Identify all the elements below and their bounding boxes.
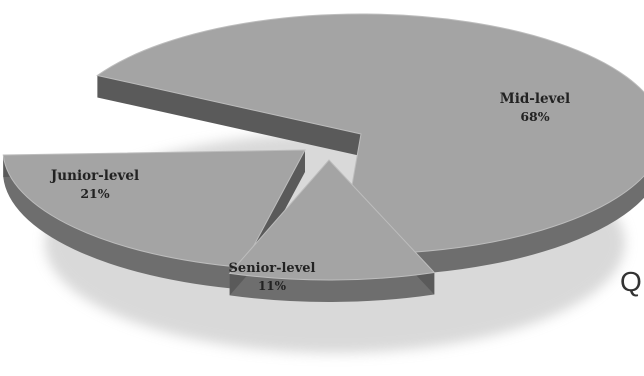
pie-slice-tops [2, 13, 644, 281]
slice-senior-level [228, 159, 436, 281]
slice-value-junior-level: 21% [80, 186, 109, 201]
slice-cut-face-mid-level [97, 75, 361, 156]
slice-label-senior-level: Senior-level [229, 261, 316, 276]
slice-side-junior-level [3, 155, 243, 290]
slice-junior-level [2, 149, 306, 268]
slice-label-junior-level: Junior-level [50, 168, 139, 184]
cropped-edge-text: Q [620, 266, 642, 297]
slice-side-senior-level [229, 272, 435, 303]
slice-label-mid-level: Mid-level [500, 91, 570, 107]
slice-mid-level [96, 13, 644, 255]
slice-value-mid-level: 68% [520, 109, 549, 124]
pie-labels: Mid-level 68% Junior-level 21% Senior-level 1… [50, 91, 570, 293]
slice-value-senior-level: 11% [258, 279, 287, 293]
